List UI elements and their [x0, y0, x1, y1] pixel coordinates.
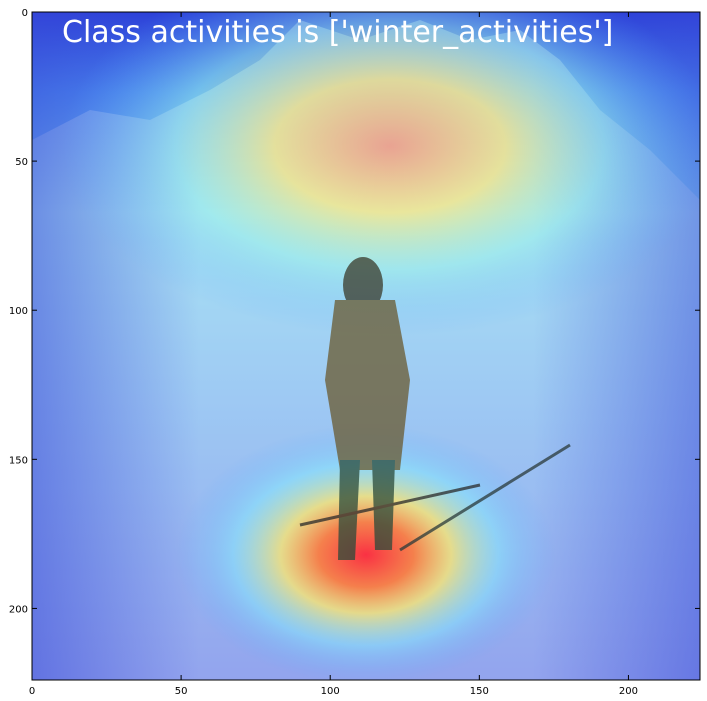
x-tick-label: 200: [619, 686, 638, 697]
plot-area: [32, 12, 700, 680]
skier-figure: [299, 257, 571, 560]
y-tick-label: 150: [9, 455, 28, 466]
chart-title: Class activities is ['winter_activities'…: [62, 15, 613, 50]
y-tick-label: 50: [15, 157, 28, 168]
x-tick-label: 100: [321, 686, 340, 697]
y-tick-label: 200: [9, 604, 28, 615]
x-axis: 0 50 100 150 200: [29, 12, 638, 697]
plot-frame: [31, 11, 701, 681]
y-axis: 0 50 100 150 200: [9, 8, 700, 615]
y-tick-label: 0: [22, 8, 28, 19]
x-tick-label: 50: [175, 686, 188, 697]
x-tick-label: 0: [29, 686, 35, 697]
hotspot-1: [59, 12, 700, 337]
x-tick-label: 150: [470, 686, 489, 697]
y-tick-label: 100: [9, 306, 28, 317]
